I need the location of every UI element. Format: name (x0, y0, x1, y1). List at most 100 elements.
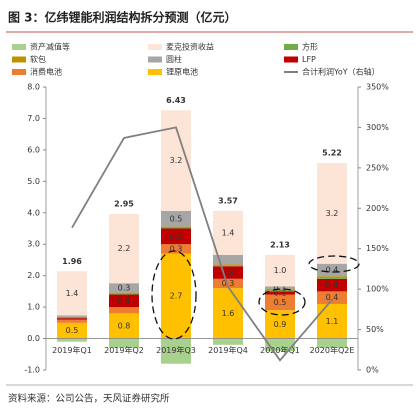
segment-label: 1.1 (326, 317, 339, 326)
segment-label: 0.3 (222, 279, 235, 288)
segment-label: 0.5 (170, 214, 183, 223)
y-tick-label: 6.0 (27, 145, 40, 154)
bar-segment (213, 264, 243, 266)
bar-segment (161, 210, 191, 227)
bar-segment (213, 288, 243, 339)
legend-label: 消费电池 (30, 67, 62, 77)
bar-segment (57, 338, 87, 342)
segment-label: 0.4 (222, 268, 235, 277)
total-label: 5.22 (322, 149, 342, 158)
segment-label: 0.5 (274, 298, 287, 307)
bar-segment (317, 291, 347, 304)
bar-segment (109, 283, 139, 293)
bar-segment (57, 316, 87, 318)
segment-label: 0.3 (170, 244, 183, 253)
total-label: 2.13 (270, 240, 290, 249)
bar-segment (265, 290, 295, 292)
bar-segment (213, 278, 243, 289)
segment-label: 1.4 (222, 228, 235, 237)
y-tick-label: 1.0 (27, 303, 40, 312)
y2-tick-label: 100% (366, 285, 389, 294)
x-tick-label: 2020年Q2E (310, 345, 355, 355)
bar-segment (317, 276, 347, 278)
legend-label: 锂原电池 (166, 67, 198, 77)
legend-swatch (12, 44, 26, 50)
bar-segment (57, 318, 87, 320)
bar-segment (57, 317, 87, 319)
bar-segment (213, 210, 243, 255)
segment-label: 0.4 (326, 281, 339, 290)
segment-label: 3.2 (170, 156, 183, 165)
legend-label: 圆柱 (166, 54, 182, 64)
bar-segment (109, 294, 139, 308)
bar-segment (161, 226, 191, 228)
x-tick-label: 2019年Q1 (52, 345, 92, 355)
legend-swatch (148, 69, 162, 75)
bar-segment (161, 253, 191, 339)
bar-segment (317, 277, 347, 279)
segment-label: 0.9 (274, 320, 287, 329)
legend-swatch (284, 44, 298, 50)
legend-swatch (12, 56, 26, 63)
legend-swatch (148, 44, 162, 50)
yoy-line (71, 126, 333, 362)
source: 资料来源：公司公告，天风证券研究所 (8, 393, 170, 405)
y2-tick-label: 150% (366, 244, 389, 253)
bar-segment (161, 228, 191, 245)
bar-segment (213, 338, 243, 345)
bar-segment (213, 265, 243, 267)
bar-segment (57, 319, 87, 323)
total-label: 2.95 (114, 200, 134, 209)
legend-swatch (12, 69, 26, 75)
highlight-ellipse (258, 288, 306, 316)
legend-label: 方形 (302, 42, 318, 52)
segment-label: 1.6 (222, 309, 235, 318)
bar-segment (109, 214, 139, 284)
bar-segment (213, 254, 243, 265)
legend-label: LFP (302, 55, 316, 64)
bar-segment (161, 227, 191, 229)
y2-tick-label: 250% (366, 163, 389, 172)
y-tick-label: -1.0 (24, 366, 40, 375)
y-tick-label: 7.0 (27, 114, 40, 123)
legend-label: 软包 (30, 54, 46, 64)
segment-label: 2.7 (170, 292, 183, 301)
total-label: 3.57 (218, 196, 238, 205)
y-tick-label: 3.0 (27, 240, 40, 249)
legend-label: 合计利润YoY（右轴） (302, 67, 380, 77)
segment-label: 0.4 (118, 296, 131, 305)
x-tick-label: 2019年Q4 (208, 345, 248, 355)
segment-label: 1.0 (274, 266, 287, 275)
highlight-ellipse (151, 250, 197, 340)
y-tick-label: 5.0 (27, 177, 40, 186)
bar-segment (265, 310, 295, 339)
legend-swatch (284, 56, 298, 63)
y2-tick-label: 300% (366, 123, 389, 132)
annotations (151, 250, 360, 340)
y-tick-label: 0.0 (27, 334, 40, 343)
bar-segment (265, 289, 295, 291)
segment-label: 0.4 (326, 266, 339, 275)
bar-segment (317, 263, 347, 277)
segment-label: 0.3 (118, 283, 131, 292)
bar-segment (57, 322, 87, 339)
bar-segment (265, 294, 295, 311)
y2-tick-label: 350% (366, 83, 389, 92)
y2-tick-label: 200% (366, 204, 389, 213)
y2-tick-label: 0% (366, 366, 379, 375)
legend-label: 资产减值等 (30, 42, 70, 52)
segment-label: 0.5 (170, 232, 183, 241)
segment-label: 0.8 (118, 321, 131, 330)
x-tick-label: 2020年Q1 (260, 345, 300, 355)
bar-segment (57, 271, 87, 316)
legend-swatch (148, 56, 162, 63)
segment-label: 0.5 (66, 326, 79, 335)
bar-segment (109, 338, 139, 348)
chart-title: 图 3：亿纬锂能利润结构拆分预测（亿元） (8, 10, 237, 25)
bar-segment (109, 292, 139, 294)
bar-segment (265, 286, 295, 290)
bar-segment (109, 293, 139, 295)
bar-segment (109, 307, 139, 314)
bar-segment (213, 266, 243, 279)
